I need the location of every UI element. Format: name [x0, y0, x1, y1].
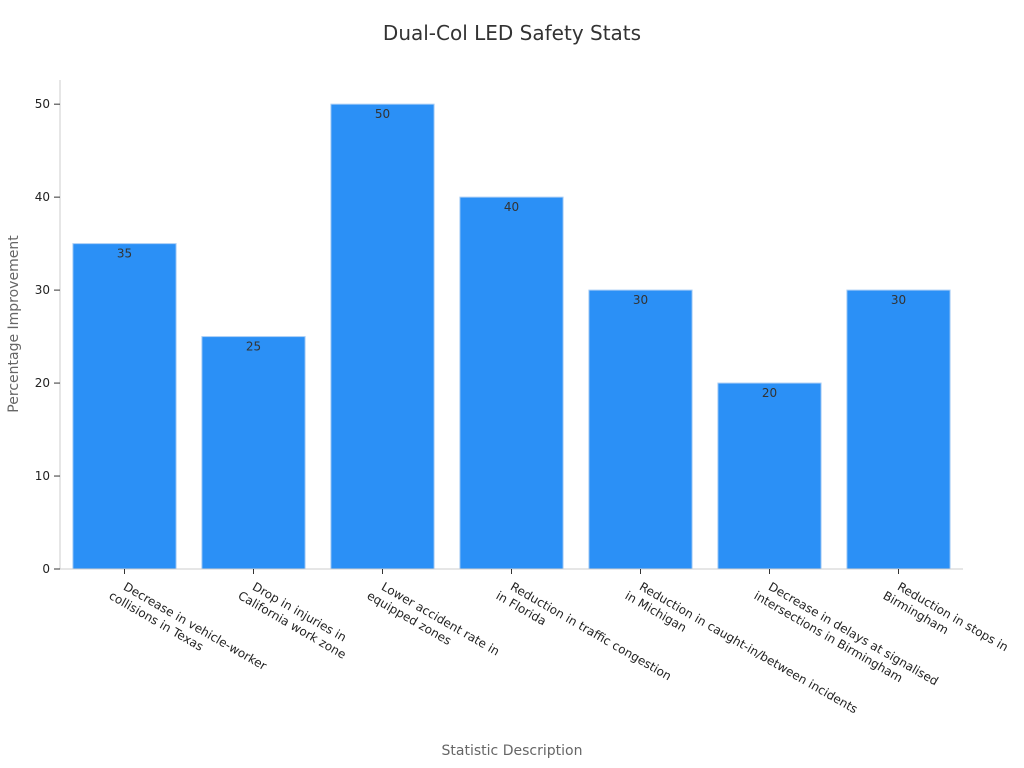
bar	[201, 336, 306, 570]
chart-title: Dual-Col LED Safety Stats	[383, 21, 641, 45]
bar-value-label: 30	[633, 293, 648, 307]
y-axis-title: Percentage Improvement	[6, 235, 22, 413]
bar	[846, 289, 951, 570]
bar-value-label: 50	[375, 107, 390, 121]
bar-value-label: 40	[504, 200, 519, 214]
bar	[330, 103, 435, 570]
bar-value-label: 25	[246, 340, 261, 354]
y-tick-label: 30	[35, 283, 50, 297]
y-tick-label: 40	[35, 190, 50, 204]
x-tick-label: Reduction in caught-in/between incidents…	[623, 575, 861, 729]
bar	[72, 243, 177, 570]
x-tick-label: Lower accident rate inequipped zones	[365, 575, 502, 671]
x-tick-label: Drop in injuries inCalifornia work zone	[236, 575, 356, 661]
x-axis-title: Statistic Description	[442, 743, 583, 759]
bar	[588, 289, 693, 570]
y-tick-label: 10	[35, 469, 50, 483]
bar	[459, 196, 564, 570]
bar-value-label: 30	[891, 293, 906, 307]
y-axis: 0 10 20 30 40 50	[35, 80, 61, 576]
bar	[717, 382, 822, 570]
x-axis: Decrease in vehicle-workercollisions in …	[60, 568, 1011, 729]
y-tick-label: 50	[35, 97, 50, 111]
y-tick-label: 0	[42, 562, 50, 576]
bar-value-label: 20	[762, 386, 777, 400]
bar-value-label: 35	[117, 247, 132, 261]
bars-group: 35 25 50 40 30 20 30	[72, 103, 951, 570]
y-tick-label: 20	[35, 376, 50, 390]
